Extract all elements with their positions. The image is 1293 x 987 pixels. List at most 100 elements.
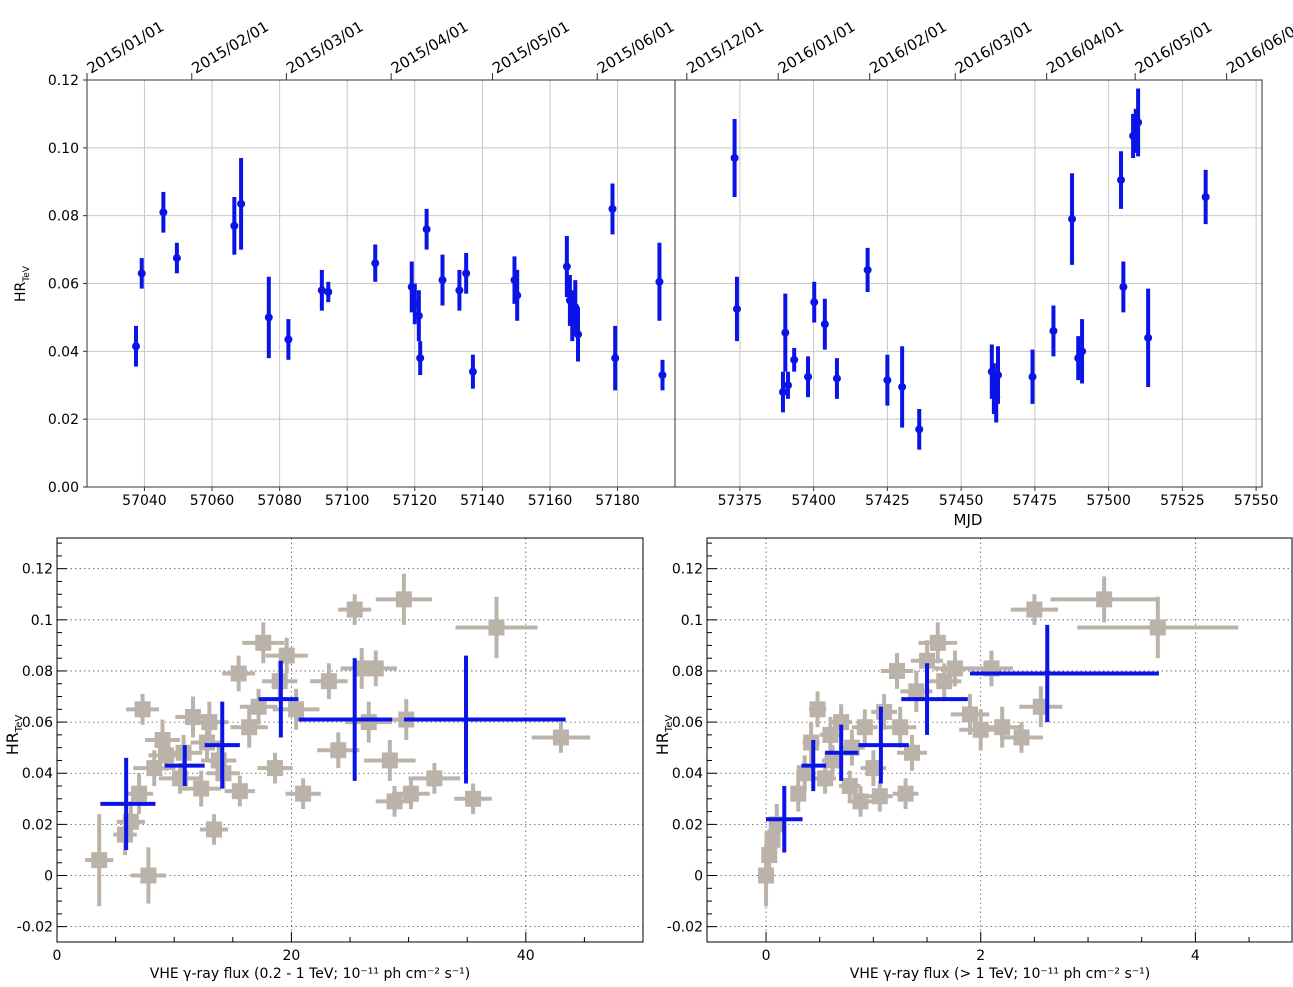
data-point — [1117, 176, 1126, 185]
data-point — [230, 221, 239, 230]
x-tick-label: 0 — [762, 948, 771, 964]
data-point — [993, 371, 1002, 380]
background-point — [360, 714, 377, 731]
data-point — [730, 154, 739, 163]
axes-frame — [674, 79, 1263, 488]
x-tick-label: 57140 — [460, 493, 505, 509]
y-tick-label: 0.00 — [48, 480, 79, 496]
background-point — [488, 619, 505, 636]
data-point — [1028, 372, 1037, 381]
y-tick-label: -0.02 — [17, 920, 53, 936]
data-point — [422, 225, 431, 234]
x-axis-label: VHE γ-ray flux (0.2 - 1 TeV; 10⁻¹¹ ph cm… — [150, 966, 470, 982]
data-point — [655, 277, 664, 286]
background-point — [230, 665, 247, 682]
x-tick-label: 57160 — [528, 493, 573, 509]
axes-frame — [706, 537, 1293, 943]
background-point — [841, 778, 858, 795]
y-tick-label: 0 — [44, 869, 53, 885]
data-point — [172, 254, 181, 263]
y-tick-label: 0.12 — [22, 562, 53, 578]
y-tick-label: 0.04 — [22, 766, 53, 782]
x-tick-label: 57500 — [1086, 493, 1131, 509]
background-point — [395, 591, 412, 608]
x-tick-label: 57550 — [1234, 493, 1279, 509]
background-point — [552, 729, 569, 746]
background-point — [809, 701, 826, 718]
y-tick-label: 0.02 — [22, 817, 53, 833]
y-tick-label: 0.12 — [48, 73, 79, 89]
background-point — [897, 785, 914, 802]
data-point — [810, 298, 819, 307]
data-point — [462, 269, 471, 278]
data-point — [804, 372, 813, 381]
background-point — [241, 719, 258, 736]
data-point — [574, 330, 583, 339]
data-point — [137, 269, 146, 278]
data-point — [438, 276, 447, 285]
background-point — [761, 847, 778, 864]
data-point — [783, 381, 792, 390]
x-tick-label: 2 — [976, 948, 985, 964]
data-point — [371, 259, 380, 268]
background-point — [157, 747, 174, 764]
background-point — [266, 760, 283, 777]
y-tick-label: 0.06 — [672, 715, 703, 731]
y-axis-label-subscript: TeV — [14, 715, 25, 734]
data-point — [820, 320, 829, 329]
background-point — [140, 867, 157, 884]
x-axis-label: VHE γ-ray flux (> 1 TeV; 10⁻¹¹ ph cm⁻² s… — [850, 966, 1150, 982]
background-point — [330, 742, 347, 759]
background-point — [465, 790, 482, 807]
background-point — [1032, 698, 1049, 715]
data-point — [468, 367, 477, 376]
panel-bottom-right-hr-vs-high-energy-flux: 0 2 4 -0.02 0 0.02 0.04 0.06 0.08 0.1 0.12 VHE γ-ra… — [653, 537, 1293, 982]
data-point — [898, 382, 907, 391]
background-point — [193, 780, 210, 797]
background-point — [288, 701, 305, 718]
background-point — [206, 821, 223, 838]
data-point — [915, 425, 924, 434]
x-tick-label: 57080 — [257, 493, 302, 509]
background-point — [892, 719, 909, 736]
x-tick-label: 4 — [1191, 948, 1200, 964]
x-tick-label: 57100 — [325, 493, 370, 509]
data-point — [732, 304, 741, 313]
data-point — [416, 354, 425, 363]
background-point — [1013, 729, 1030, 746]
y-tick-label: 0.08 — [672, 664, 703, 680]
background-point — [1149, 619, 1166, 636]
background-point — [876, 703, 893, 720]
data-point — [1049, 326, 1058, 335]
background-point — [994, 719, 1011, 736]
data-point — [1134, 118, 1143, 127]
background-point — [278, 647, 295, 664]
y-tick-label: 0.06 — [48, 277, 79, 293]
background-point — [888, 662, 905, 679]
background-point — [346, 601, 363, 618]
data-point — [658, 371, 667, 380]
y-tick-label: 0.08 — [22, 664, 53, 680]
background-point — [908, 683, 925, 700]
background-point — [250, 698, 267, 715]
y-axis-label-subscript: TeV — [664, 715, 675, 734]
y-tick-label: 0.06 — [22, 715, 53, 731]
x-axis-label: MJD — [954, 511, 983, 529]
data-point — [883, 376, 892, 385]
background-point — [936, 673, 953, 690]
data-point — [790, 355, 799, 364]
background-point — [961, 706, 978, 723]
y-tick-label: 0.04 — [672, 766, 703, 782]
background-point — [386, 793, 403, 810]
background-point — [91, 852, 108, 869]
y-tick-label: 0.12 — [672, 562, 703, 578]
background-point — [146, 760, 163, 777]
background-point — [154, 732, 171, 748]
background-point — [367, 660, 384, 677]
data-point — [1144, 333, 1153, 342]
background-point — [426, 770, 443, 787]
background-point — [402, 785, 419, 802]
background-point — [381, 752, 398, 769]
background-point — [929, 634, 946, 651]
